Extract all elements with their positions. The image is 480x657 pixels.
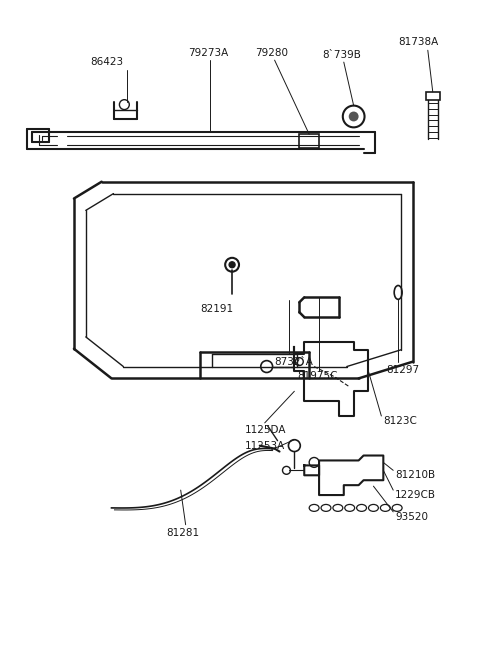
Circle shape	[229, 261, 235, 267]
Bar	[426, 92, 440, 100]
Circle shape	[349, 112, 359, 122]
Text: 8`739B: 8`739B	[322, 50, 361, 60]
Text: 81210B: 81210B	[395, 470, 435, 480]
Text: 82191: 82191	[201, 304, 234, 314]
Text: 8123C: 8123C	[384, 416, 417, 426]
Text: 1229CB: 1229CB	[395, 490, 436, 500]
Text: 81297: 81297	[386, 365, 420, 374]
Text: 93520: 93520	[395, 512, 428, 522]
Text: 79273A: 79273A	[189, 48, 229, 58]
Text: 81975C: 81975C	[297, 371, 338, 382]
Text: 86423: 86423	[90, 57, 123, 67]
Text: 8732`A: 8732`A	[275, 357, 313, 367]
Text: 79280: 79280	[255, 48, 288, 58]
Text: 81281: 81281	[166, 528, 199, 537]
Text: 81738A: 81738A	[398, 37, 438, 47]
Text: 1125DA: 1125DA	[245, 425, 287, 435]
Text: 11253A: 11253A	[245, 441, 285, 451]
